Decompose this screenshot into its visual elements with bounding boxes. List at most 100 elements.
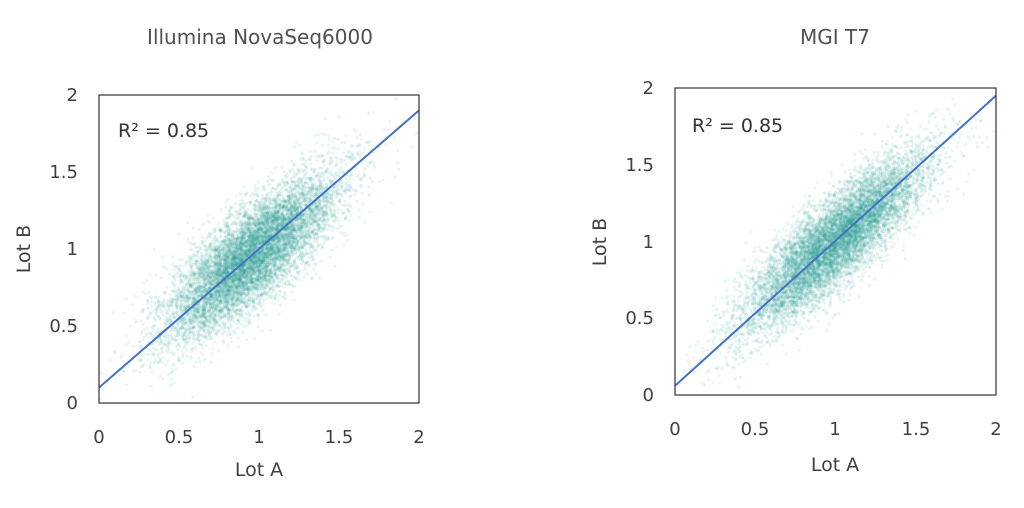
scatter-point xyxy=(294,244,298,248)
scatter-point xyxy=(302,199,306,203)
scatter-point xyxy=(215,305,220,309)
scatter-point xyxy=(161,377,165,381)
scatter-point xyxy=(230,259,234,263)
scatter-point xyxy=(222,271,226,275)
scatter-point xyxy=(240,254,245,258)
scatter-point xyxy=(215,254,219,259)
scatter-point xyxy=(312,221,316,225)
scatter-point xyxy=(241,239,245,243)
scatter-point xyxy=(221,218,225,223)
scatter-point xyxy=(201,267,205,272)
scatter-point xyxy=(228,279,232,283)
scatter-point xyxy=(101,387,106,391)
scatter-point xyxy=(229,254,233,258)
scatter-point xyxy=(240,229,245,234)
scatter-point xyxy=(288,168,292,172)
scatter-point xyxy=(296,195,301,199)
scatter-point xyxy=(193,273,197,277)
scatter-point xyxy=(309,154,313,158)
scatter-point xyxy=(180,280,184,285)
scatter-point xyxy=(314,272,318,276)
scatter-point xyxy=(343,203,347,207)
scatter-point xyxy=(248,264,252,268)
scatter-point xyxy=(240,310,244,314)
scatter-point xyxy=(300,201,304,205)
scatter-point xyxy=(325,216,329,220)
scatter-point xyxy=(255,287,259,291)
scatter-point xyxy=(300,181,304,185)
scatter-point xyxy=(281,265,285,269)
scatter-point xyxy=(269,233,273,238)
scatter-point xyxy=(179,349,183,353)
scatter-point xyxy=(276,245,280,249)
scatter-point xyxy=(272,221,276,225)
scatter-point xyxy=(261,261,265,265)
scatter-point xyxy=(217,308,222,312)
scatter-point xyxy=(245,338,249,342)
scatter-point xyxy=(267,273,271,277)
scatter-point xyxy=(294,141,299,145)
scatter-point xyxy=(228,283,232,287)
scatter-point xyxy=(228,252,232,256)
scatter-point xyxy=(260,193,264,197)
scatter-point xyxy=(312,220,316,224)
scatter-point xyxy=(220,289,224,293)
scatter-point xyxy=(311,233,315,237)
scatter-point xyxy=(282,205,286,209)
scatter-point xyxy=(192,324,196,328)
scatter-point xyxy=(270,225,274,229)
scatter-point xyxy=(234,240,239,244)
scatter-point xyxy=(227,208,231,213)
scatter-point xyxy=(276,298,280,302)
scatter-point xyxy=(262,231,266,235)
scatter-point xyxy=(249,246,253,250)
scatter-point xyxy=(295,270,299,274)
scatter-point xyxy=(167,342,171,347)
scatter-point xyxy=(288,200,292,204)
scatter-point xyxy=(253,204,257,208)
scatter-point xyxy=(161,345,165,349)
scatter-point xyxy=(260,209,265,214)
scatter-point xyxy=(112,349,116,353)
scatter-point xyxy=(344,134,348,138)
scatter-point xyxy=(184,314,188,318)
scatter-point xyxy=(292,239,296,243)
scatter-point xyxy=(389,201,394,205)
scatter-point xyxy=(210,296,215,300)
scatter-point xyxy=(262,213,266,217)
scatter-point xyxy=(213,305,217,309)
scatter-point xyxy=(296,273,300,277)
scatter-point xyxy=(292,298,296,302)
scatter-point xyxy=(147,336,151,340)
scatter-point xyxy=(237,243,242,247)
scatter-point xyxy=(246,278,251,282)
scatter-point xyxy=(386,128,390,132)
scatter-point xyxy=(203,314,207,318)
scatter-point xyxy=(263,262,267,266)
scatter-point xyxy=(304,248,308,252)
scatter-point xyxy=(396,161,400,165)
scatter-point xyxy=(314,205,319,209)
scatter-point xyxy=(204,304,208,308)
scatter-point xyxy=(233,279,237,283)
scatter-point xyxy=(183,286,187,290)
scatter-point xyxy=(260,222,264,226)
scatter-point xyxy=(246,267,250,272)
scatter-point xyxy=(129,324,133,328)
scatter-point xyxy=(296,222,300,226)
scatter-point xyxy=(235,262,239,266)
scatter-point xyxy=(181,289,185,293)
scatter-point xyxy=(255,258,259,262)
scatter-point xyxy=(257,280,261,284)
scatter-point xyxy=(295,198,299,202)
scatter-point xyxy=(262,213,266,217)
scatter-point xyxy=(260,247,265,251)
scatter-point xyxy=(303,229,307,233)
scatter-point xyxy=(263,231,267,235)
scatter-point xyxy=(304,181,308,185)
scatter-point xyxy=(300,225,304,230)
scatter-point xyxy=(234,274,238,278)
scatter-point xyxy=(226,284,231,288)
scatter-point xyxy=(198,293,202,297)
chart-title: Illumina NovaSeq6000 xyxy=(147,25,373,49)
